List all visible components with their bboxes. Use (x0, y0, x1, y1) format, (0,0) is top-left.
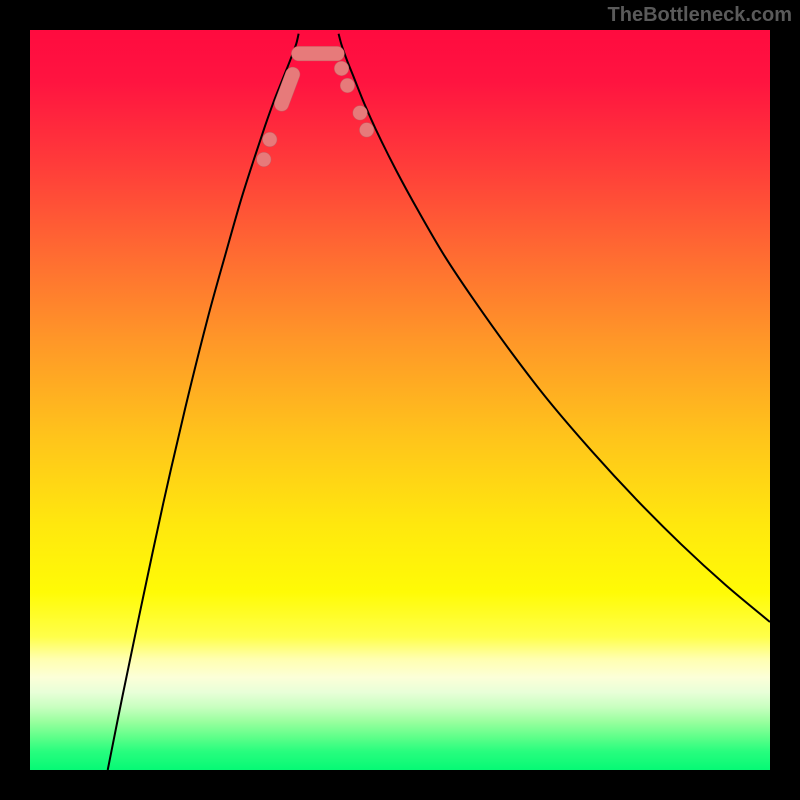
bottleneck-chart (30, 30, 770, 770)
attribution-text: TheBottleneck.com (608, 4, 792, 27)
chart-background (30, 30, 770, 770)
chart-svg (30, 30, 770, 770)
